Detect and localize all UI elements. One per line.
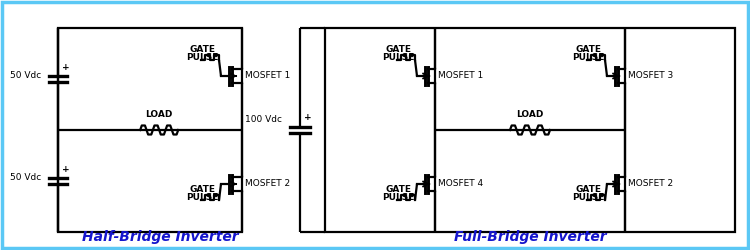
Text: Half-Bridge Inverter: Half-Bridge Inverter <box>82 230 239 244</box>
Text: GATE: GATE <box>189 186 215 194</box>
Text: 100 Vdc: 100 Vdc <box>245 116 282 124</box>
Text: PULSE: PULSE <box>382 192 414 202</box>
Text: PULSE: PULSE <box>572 52 604 62</box>
Text: LOAD: LOAD <box>146 110 173 119</box>
Text: MOSFET 2: MOSFET 2 <box>628 180 674 188</box>
Text: PULSE: PULSE <box>186 52 218 62</box>
Text: PULSE: PULSE <box>572 192 604 202</box>
Bar <box>58 28 242 232</box>
Text: MOSFET 4: MOSFET 4 <box>438 180 483 188</box>
Text: 50 Vdc: 50 Vdc <box>10 172 42 182</box>
Text: MOSFET 1: MOSFET 1 <box>245 72 290 80</box>
Text: 50 Vdc: 50 Vdc <box>10 70 42 80</box>
Text: GATE: GATE <box>385 46 411 54</box>
Text: GATE: GATE <box>189 46 215 54</box>
Text: MOSFET 1: MOSFET 1 <box>438 72 483 80</box>
Text: MOSFET 3: MOSFET 3 <box>628 72 674 80</box>
Text: Full-Bridge Inverter: Full-Bridge Inverter <box>454 230 606 244</box>
Text: +: + <box>304 113 312 122</box>
Text: MOSFET 2: MOSFET 2 <box>245 180 290 188</box>
Text: +: + <box>62 165 70 174</box>
Text: PULSE: PULSE <box>186 192 218 202</box>
Bar <box>325 28 735 232</box>
Text: GATE: GATE <box>385 186 411 194</box>
Text: LOAD: LOAD <box>516 110 544 119</box>
Text: PULSE: PULSE <box>382 52 414 62</box>
Text: GATE: GATE <box>575 46 601 54</box>
Text: GATE: GATE <box>575 186 601 194</box>
Text: +: + <box>62 63 70 72</box>
